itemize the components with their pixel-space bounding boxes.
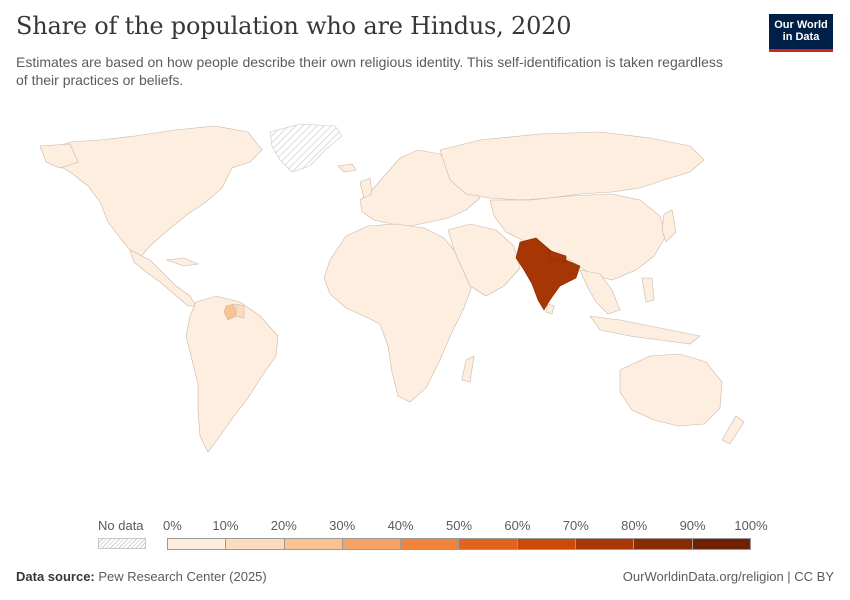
- legend-tick-label: 10%: [212, 518, 239, 533]
- africa[interactable]: [323, 223, 473, 403]
- sri-lanka[interactable]: [545, 303, 555, 315]
- legend-tick-label: 40%: [387, 518, 414, 533]
- legend-tick-label: 60%: [504, 518, 531, 533]
- source-label: Data source:: [16, 569, 95, 584]
- indonesia[interactable]: [589, 315, 701, 345]
- legend-bin-4[interactable]: [401, 539, 460, 549]
- nepal[interactable]: [547, 249, 567, 263]
- middle-east[interactable]: [447, 223, 521, 297]
- alaska[interactable]: [39, 143, 79, 169]
- legend-bin-0[interactable]: [168, 539, 227, 549]
- logo-line-1: Our World: [774, 19, 828, 31]
- greenland[interactable]: [269, 123, 343, 173]
- iceland[interactable]: [337, 163, 357, 173]
- no-data-swatch: [98, 538, 146, 549]
- new-zealand[interactable]: [721, 415, 745, 445]
- legend-tick-label: 90%: [679, 518, 706, 533]
- color-legend: No data 0% 10% 20% 30% 40% 50% 60% 70% 80% 90% 100…: [0, 510, 850, 555]
- australia[interactable]: [619, 353, 723, 427]
- southeast-asia[interactable]: [579, 269, 621, 315]
- chart-subtitle: Estimates are based on how people descri…: [16, 54, 723, 88]
- legend-tick-label: 80%: [621, 518, 648, 533]
- legend-bin-2[interactable]: [284, 539, 343, 549]
- legend-bin-8[interactable]: [634, 539, 693, 549]
- footer-link[interactable]: OurWorldinData.org/religion | CC BY: [622, 569, 834, 584]
- suriname[interactable]: [235, 303, 245, 319]
- legend-color-bar: [167, 538, 751, 550]
- japan[interactable]: [661, 209, 677, 243]
- legend-tick-label: 50%: [445, 518, 473, 533]
- legend-bin-3[interactable]: [342, 539, 402, 549]
- data-source: Data source: Pew Research Center (2025): [16, 569, 267, 584]
- russia[interactable]: [439, 131, 705, 201]
- legend-bin-7[interactable]: [576, 539, 635, 549]
- legend-tick-label: 20%: [270, 518, 297, 533]
- chart-title: Share of the population who are Hindus, …: [16, 12, 572, 40]
- south-america[interactable]: [185, 295, 279, 453]
- legend-bin-5[interactable]: [459, 539, 518, 549]
- source-text[interactable]: Pew Research Center (2025): [98, 569, 267, 584]
- legend-tick-label: 30%: [329, 518, 356, 533]
- world-map[interactable]: [0, 110, 850, 510]
- no-data-label: No data: [98, 518, 144, 533]
- legend-bin-9[interactable]: [692, 539, 750, 549]
- uk[interactable]: [359, 177, 373, 199]
- philippines[interactable]: [641, 277, 655, 303]
- owid-logo[interactable]: Our World in Data: [769, 14, 833, 52]
- legend-bin-6[interactable]: [517, 539, 577, 549]
- asia-east[interactable]: [489, 193, 667, 281]
- legend-tick-label: 0%: [163, 518, 182, 533]
- legend-tick-label: 100%: [734, 518, 768, 533]
- central-america[interactable]: [129, 249, 197, 307]
- guyana[interactable]: [223, 303, 237, 321]
- cuba[interactable]: [165, 257, 200, 267]
- legend-tick-label: 70%: [562, 518, 589, 533]
- north-america[interactable]: [47, 125, 263, 261]
- legend-bin-1[interactable]: [226, 539, 285, 549]
- madagascar[interactable]: [461, 355, 475, 383]
- logo-line-2: in Data: [782, 31, 820, 43]
